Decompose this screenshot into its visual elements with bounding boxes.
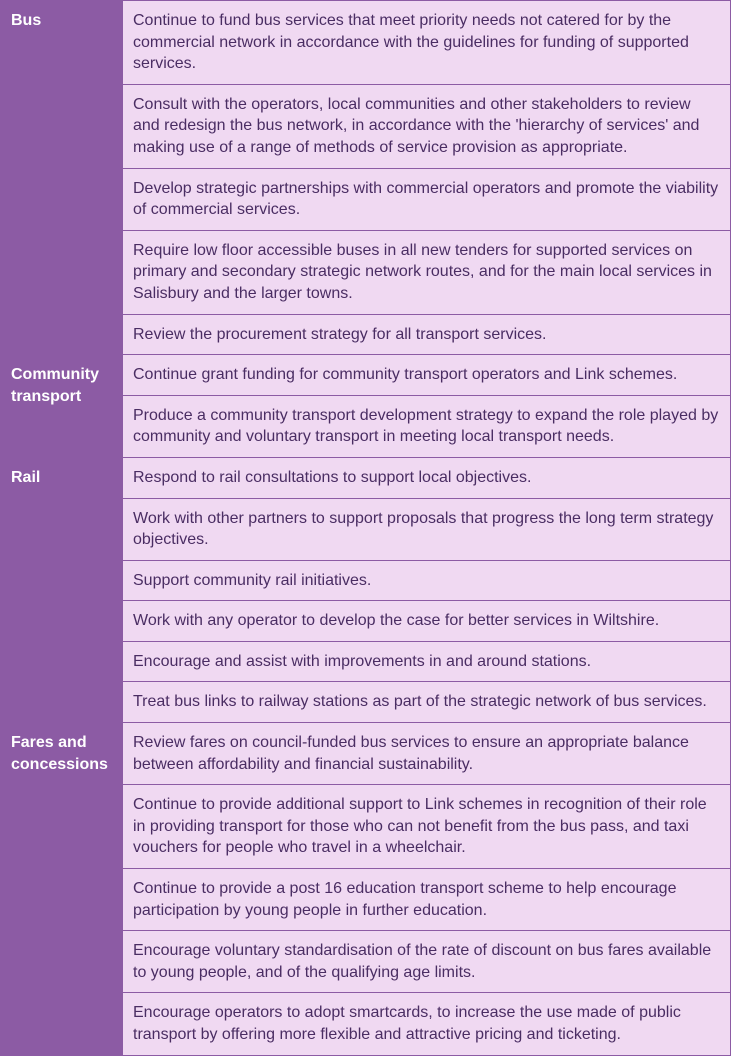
- category-cell: Fares and concessions: [1, 723, 123, 785]
- detail-cell: Continue to provide a post 16 education …: [123, 869, 731, 931]
- detail-cell: Require low floor accessible buses in al…: [123, 230, 731, 314]
- detail-cell: Review the procurement strategy for all …: [123, 314, 731, 355]
- policy-table: BusContinue to fund bus services that me…: [0, 0, 731, 1056]
- category-cell: [1, 230, 123, 314]
- detail-cell: Support community rail initiatives.: [123, 560, 731, 601]
- category-cell: Bus: [1, 1, 123, 231]
- detail-cell: Encourage and assist with improvements i…: [123, 641, 731, 682]
- detail-cell: Work with any operator to develop the ca…: [123, 601, 731, 642]
- detail-cell: Encourage operators to adopt smartcards,…: [123, 993, 731, 1055]
- detail-cell: Continue to fund bus services that meet …: [123, 1, 731, 85]
- detail-cell: Encourage voluntary standardisation of t…: [123, 931, 731, 993]
- table-container: BusContinue to fund bus services that me…: [0, 0, 731, 1056]
- table-row: Fares and concessionsReview fares on cou…: [1, 723, 731, 785]
- table-row: Community transportContinue grant fundin…: [1, 355, 731, 396]
- detail-cell: Produce a community transport developmen…: [123, 395, 731, 457]
- detail-cell: Develop strategic partnerships with comm…: [123, 168, 731, 230]
- category-cell: Rail: [1, 457, 123, 722]
- table-row: Continue to provide additional support t…: [1, 785, 731, 869]
- table-row: Require low floor accessible buses in al…: [1, 230, 731, 314]
- policy-table-body: BusContinue to fund bus services that me…: [1, 1, 731, 1056]
- detail-cell: Treat bus links to railway stations as p…: [123, 682, 731, 723]
- category-cell: [1, 785, 123, 1055]
- detail-cell: Work with other partners to support prop…: [123, 498, 731, 560]
- detail-cell: Review fares on council-funded bus servi…: [123, 723, 731, 785]
- detail-cell: Continue to provide additional support t…: [123, 785, 731, 869]
- category-cell: Community transport: [1, 355, 123, 458]
- detail-cell: Continue grant funding for community tra…: [123, 355, 731, 396]
- table-row: Review the procurement strategy for all …: [1, 314, 731, 355]
- category-cell: [1, 314, 123, 355]
- detail-cell: Consult with the operators, local commun…: [123, 84, 731, 168]
- table-row: BusContinue to fund bus services that me…: [1, 1, 731, 85]
- table-row: RailRespond to rail consultations to sup…: [1, 457, 731, 498]
- detail-cell: Respond to rail consultations to support…: [123, 457, 731, 498]
